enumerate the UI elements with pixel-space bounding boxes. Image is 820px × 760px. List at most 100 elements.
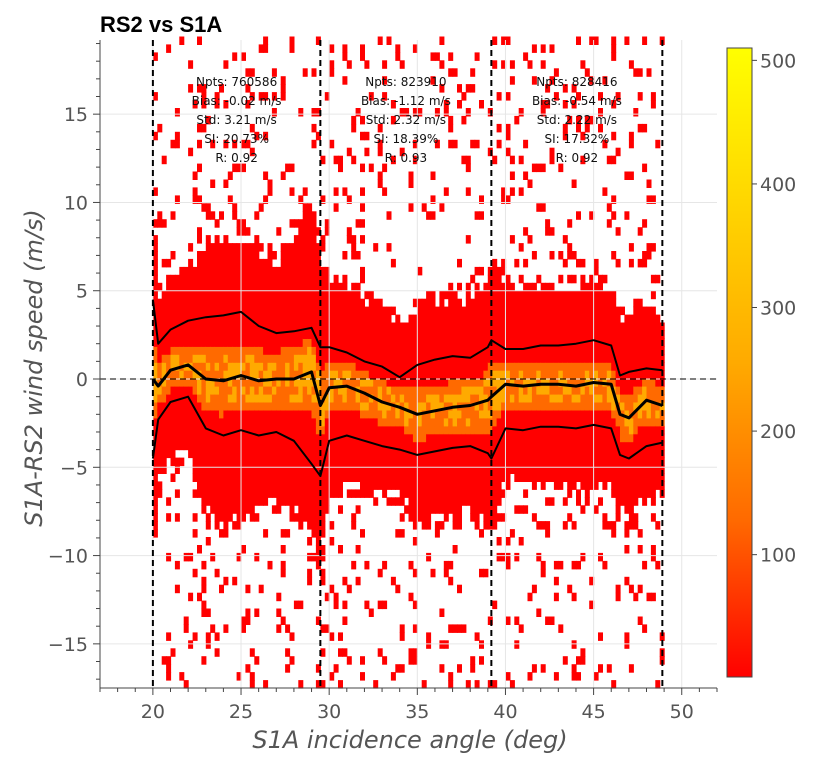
heat-cell	[571, 298, 577, 308]
heat-cell	[487, 346, 493, 355]
heat-cell	[166, 656, 172, 665]
heat-cell	[611, 155, 617, 165]
heat-cell	[152, 330, 158, 339]
heat-cell	[333, 290, 339, 300]
heat-cell	[360, 394, 365, 403]
heat-cell	[258, 338, 264, 347]
heat-cell	[298, 600, 304, 610]
heat-cell	[505, 537, 511, 546]
heat-cell	[611, 195, 617, 204]
heat-cell	[254, 274, 260, 284]
heat-cell	[254, 656, 260, 665]
heat-cell	[540, 521, 546, 530]
heat-cell	[351, 417, 357, 427]
heat-cell	[628, 60, 634, 69]
heat-cell	[659, 354, 665, 363]
heat-cell	[174, 314, 180, 324]
heat-cell	[523, 354, 529, 363]
heat-cell	[452, 457, 458, 467]
heat-cell	[324, 624, 330, 633]
heat-cell	[232, 473, 238, 482]
heat-cell	[355, 409, 361, 419]
heat-cell	[351, 354, 357, 363]
heat-cell	[492, 346, 498, 355]
heat-cell	[152, 481, 158, 490]
heat-cell	[549, 417, 555, 427]
heat-cell	[448, 560, 454, 570]
beam-stat-text: SI: 18.39%	[374, 132, 439, 146]
heat-cell	[465, 108, 471, 117]
heat-cell	[628, 433, 634, 443]
heat-cell	[439, 441, 445, 451]
heat-cell	[210, 298, 216, 308]
heat-cell	[201, 394, 207, 403]
heat-cell	[650, 330, 656, 339]
heat-cell	[166, 394, 172, 403]
heat-cell	[474, 330, 480, 339]
heat-cell	[589, 76, 595, 85]
heat-cell	[324, 592, 330, 602]
heat-cell	[382, 346, 388, 355]
heat-cell	[307, 465, 313, 474]
heat-cell	[179, 672, 185, 681]
heat-cell	[214, 330, 220, 339]
heat-cell	[602, 441, 608, 451]
heat-cell	[545, 227, 551, 236]
heat-cell	[355, 417, 361, 427]
heat-cell	[245, 298, 251, 308]
heat-cell	[289, 306, 295, 316]
heat-cell	[434, 370, 440, 379]
heat-cell	[509, 465, 515, 474]
heat-cell	[642, 370, 648, 379]
heat-cell	[241, 545, 246, 554]
heat-cell	[580, 552, 586, 562]
heat-cell	[241, 409, 246, 419]
heat-cell	[426, 489, 432, 498]
heat-cell	[461, 409, 467, 419]
heat-cell	[540, 330, 546, 339]
heat-cell	[421, 513, 427, 522]
heat-cell	[571, 179, 577, 188]
heat-cell	[531, 473, 537, 482]
heat-cell	[254, 457, 260, 467]
heat-cell	[355, 108, 361, 117]
heat-cell	[558, 251, 564, 260]
heat-cell	[307, 258, 313, 268]
heat-cell	[249, 330, 255, 339]
heat-cell	[531, 362, 537, 371]
heat-cell	[408, 386, 414, 395]
heat-cell	[567, 251, 573, 260]
heat-cell	[620, 362, 625, 371]
heat-cell	[650, 314, 656, 324]
heat-cell	[624, 378, 630, 387]
heat-cell	[307, 402, 313, 411]
heat-cell	[602, 481, 608, 490]
heat-cell	[254, 211, 260, 220]
beam-stat-text: Bias: -0.54 m/s	[532, 94, 622, 108]
heat-cell	[293, 362, 299, 371]
heat-cell	[346, 449, 352, 459]
heat-cell	[628, 394, 634, 403]
heat-cell	[395, 465, 401, 474]
heat-cell	[258, 354, 264, 363]
heat-cell	[470, 298, 476, 308]
heat-cell	[602, 417, 608, 427]
heat-cell	[249, 378, 255, 387]
heat-cell	[457, 298, 462, 308]
heat-cell	[245, 227, 251, 236]
heat-cell	[249, 92, 255, 101]
heat-cell	[501, 195, 507, 204]
heat-cell	[598, 123, 603, 133]
heat-cell	[245, 282, 251, 292]
heat-cell	[170, 274, 176, 284]
heat-cell	[545, 394, 551, 403]
heat-cell	[479, 354, 484, 363]
heat-cell	[183, 266, 189, 276]
heat-cell	[174, 584, 180, 594]
heat-cell	[650, 322, 656, 331]
heat-cell	[487, 425, 493, 435]
heat-cell	[421, 465, 427, 474]
heat-cell	[245, 457, 251, 467]
heat-cell	[382, 425, 388, 435]
heat-cell	[360, 656, 365, 665]
